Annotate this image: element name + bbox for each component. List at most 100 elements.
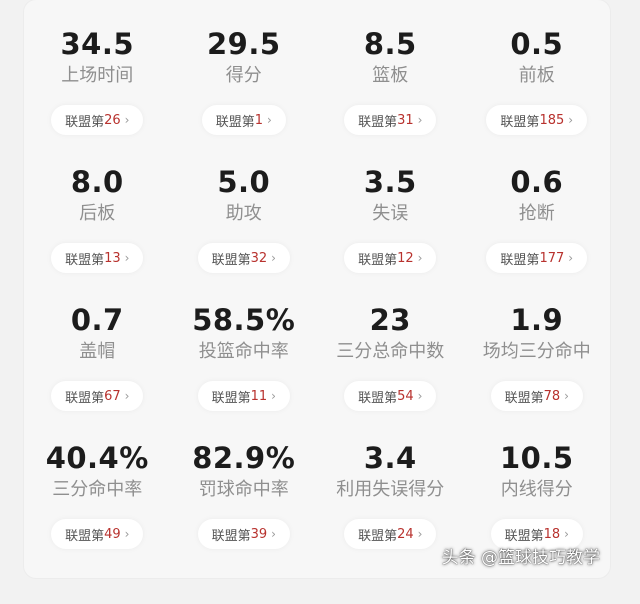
league-rank-button[interactable]: 联盟第 26 › bbox=[51, 105, 144, 135]
stat-cell: 0.5 前板 联盟第 185 › bbox=[464, 26, 611, 164]
rank-prefix: 联盟第 bbox=[358, 390, 398, 406]
stat-label: 失误 bbox=[372, 203, 409, 224]
rank-prefix: 联盟第 bbox=[500, 252, 540, 268]
stat-cell: 8.5 篮板 联盟第 31 › bbox=[317, 26, 464, 164]
stat-cell: 3.4 利用失误得分 联盟第 24 › bbox=[317, 440, 464, 578]
stat-value: 10.5 bbox=[499, 441, 574, 475]
chevron-right-icon: › bbox=[266, 113, 272, 127]
stat-label: 后板 bbox=[79, 203, 116, 224]
stats-grid: 34.5 上场时间 联盟第 26 › 29.5 得分 联盟第 1 › 8.5 篮板 联盟… bbox=[24, 0, 610, 604]
chevron-right-icon: › bbox=[564, 389, 569, 403]
chevron-right-icon: › bbox=[568, 113, 574, 127]
stat-value: 82.9% bbox=[192, 441, 296, 475]
rank-prefix: 联盟第 bbox=[358, 252, 398, 268]
chevron-right-icon: › bbox=[124, 389, 130, 403]
chevron-right-icon: › bbox=[271, 389, 276, 403]
stat-value: 3.4 bbox=[363, 441, 417, 475]
stat-cell: 0.7 盖帽 联盟第 67 › bbox=[24, 302, 171, 440]
league-rank-button[interactable]: 联盟第 1 › bbox=[201, 105, 286, 135]
stat-label: 得分 bbox=[225, 65, 262, 86]
stat-cell: 0.6 抢断 联盟第 177 › bbox=[464, 164, 611, 302]
stat-value: 8.0 bbox=[70, 165, 124, 199]
stat-value: 0.5 bbox=[510, 27, 564, 61]
league-rank-button[interactable]: 联盟第 177 › bbox=[486, 243, 588, 273]
league-rank-button[interactable]: 联盟第 49 › bbox=[51, 519, 144, 549]
player-stats-card: 34.5 上场时间 联盟第 26 › 29.5 得分 联盟第 1 › 8.5 篮板 联盟… bbox=[24, 0, 610, 578]
stat-cell: 3.5 失误 联盟第 12 › bbox=[317, 164, 464, 302]
rank-number: 32 bbox=[250, 250, 268, 266]
rank-prefix: 联盟第 bbox=[504, 390, 544, 406]
rank-number: 54 bbox=[397, 388, 414, 404]
rank-prefix: 联盟第 bbox=[500, 114, 540, 130]
stat-cell: 23 三分总命中数 联盟第 54 › bbox=[317, 302, 464, 440]
stat-label: 三分总命中数 bbox=[336, 341, 445, 362]
stat-value: 23 bbox=[369, 303, 411, 337]
stat-label: 罚球命中率 bbox=[198, 479, 289, 500]
rank-prefix: 联盟第 bbox=[211, 528, 251, 544]
league-rank-button[interactable]: 联盟第 11 › bbox=[197, 381, 290, 411]
rank-prefix: 联盟第 bbox=[211, 390, 251, 406]
rank-prefix: 联盟第 bbox=[65, 114, 105, 130]
league-rank-button[interactable]: 联盟第 31 › bbox=[344, 105, 437, 135]
stat-label: 盖帽 bbox=[79, 341, 116, 362]
league-rank-button[interactable]: 联盟第 39 › bbox=[197, 519, 290, 549]
stat-label: 篮板 bbox=[372, 65, 409, 86]
chevron-right-icon: › bbox=[417, 251, 423, 265]
stat-label: 内线得分 bbox=[500, 479, 573, 500]
stat-cell: 58.5% 投篮命中率 联盟第 11 › bbox=[171, 302, 318, 440]
stat-value: 3.5 bbox=[363, 165, 417, 199]
stat-cell: 34.5 上场时间 联盟第 26 › bbox=[24, 26, 171, 164]
stat-value: 5.0 bbox=[217, 165, 271, 199]
chevron-right-icon: › bbox=[568, 251, 574, 265]
rank-number: 12 bbox=[397, 250, 414, 266]
chevron-right-icon: › bbox=[417, 527, 423, 541]
stat-value: 29.5 bbox=[206, 27, 281, 61]
league-rank-button[interactable]: 联盟第 12 › bbox=[344, 243, 437, 273]
league-rank-button[interactable]: 联盟第 185 › bbox=[486, 105, 588, 135]
stat-cell: 10.5 内线得分 联盟第 18 › bbox=[464, 440, 611, 578]
chevron-right-icon: › bbox=[124, 251, 130, 265]
stat-value: 34.5 bbox=[60, 27, 135, 61]
stat-cell: 29.5 得分 联盟第 1 › bbox=[171, 26, 318, 164]
rank-prefix: 联盟第 bbox=[504, 528, 544, 544]
rank-number: 49 bbox=[104, 526, 121, 542]
stat-value: 0.6 bbox=[510, 165, 564, 199]
rank-prefix: 联盟第 bbox=[215, 114, 255, 130]
rank-number: 39 bbox=[250, 526, 268, 542]
rank-prefix: 联盟第 bbox=[65, 252, 105, 268]
rank-prefix: 联盟第 bbox=[65, 528, 105, 544]
stat-label: 抢断 bbox=[518, 203, 555, 224]
stat-label: 三分命中率 bbox=[52, 479, 143, 500]
stat-cell: 82.9% 罚球命中率 联盟第 39 › bbox=[171, 440, 318, 578]
rank-number: 67 bbox=[104, 388, 121, 404]
stat-cell: 5.0 助攻 联盟第 32 › bbox=[171, 164, 318, 302]
stat-value: 58.5% bbox=[192, 303, 296, 337]
rank-number: 31 bbox=[397, 112, 414, 128]
rank-number: 11 bbox=[250, 388, 268, 404]
stat-label: 投篮命中率 bbox=[198, 341, 289, 362]
rank-number: 78 bbox=[543, 388, 561, 404]
league-rank-button[interactable]: 联盟第 54 › bbox=[344, 381, 437, 411]
stat-label: 上场时间 bbox=[61, 65, 134, 86]
rank-number: 185 bbox=[539, 112, 565, 128]
stat-value: 40.4% bbox=[45, 441, 149, 475]
league-rank-button[interactable]: 联盟第 24 › bbox=[344, 519, 437, 549]
stat-value: 1.9 bbox=[510, 303, 564, 337]
rank-number: 1 bbox=[254, 112, 263, 128]
rank-prefix: 联盟第 bbox=[65, 390, 105, 406]
stat-value: 0.7 bbox=[70, 303, 124, 337]
league-rank-button[interactable]: 联盟第 32 › bbox=[197, 243, 290, 273]
league-rank-button[interactable]: 联盟第 18 › bbox=[490, 519, 583, 549]
watermark: 头条 @篮球技巧教学 bbox=[441, 548, 600, 568]
league-rank-button[interactable]: 联盟第 13 › bbox=[51, 243, 144, 273]
league-rank-button[interactable]: 联盟第 67 › bbox=[51, 381, 144, 411]
rank-number: 13 bbox=[104, 250, 121, 266]
stat-label: 前板 bbox=[518, 65, 555, 86]
league-rank-button[interactable]: 联盟第 78 › bbox=[490, 381, 583, 411]
rank-number: 18 bbox=[543, 526, 561, 542]
chevron-right-icon: › bbox=[124, 527, 130, 541]
rank-prefix: 联盟第 bbox=[358, 528, 398, 544]
chevron-right-icon: › bbox=[271, 527, 276, 541]
chevron-right-icon: › bbox=[124, 113, 130, 127]
rank-number: 24 bbox=[397, 526, 414, 542]
